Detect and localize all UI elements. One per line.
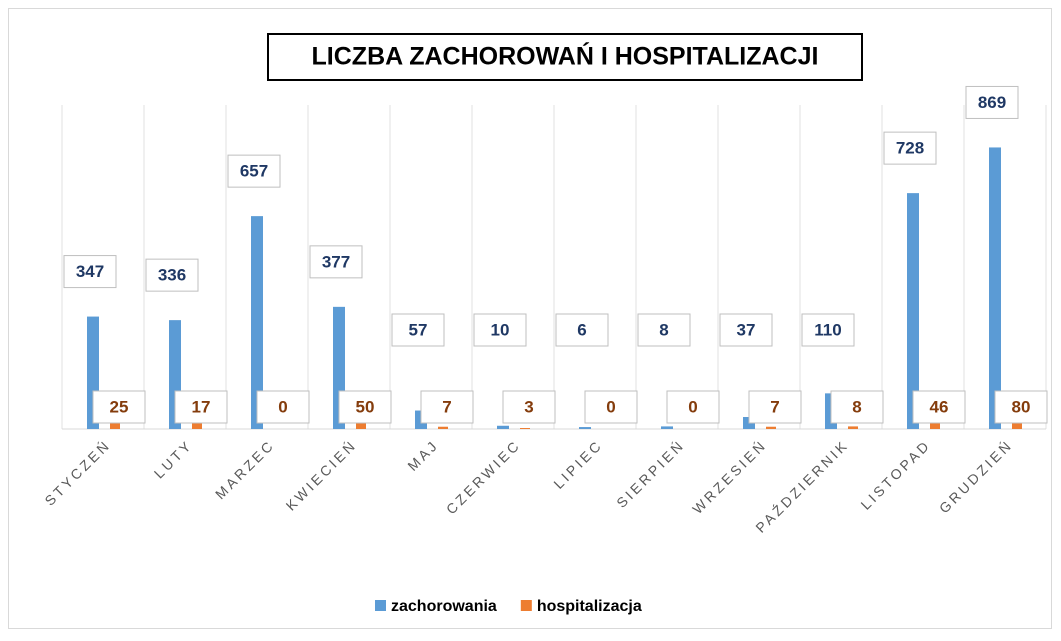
data-label: 377 xyxy=(322,252,350,271)
data-label: 50 xyxy=(356,397,375,416)
bar xyxy=(907,193,919,429)
data-label: 110 xyxy=(814,320,841,339)
data-label-box xyxy=(256,390,310,424)
data-label-box xyxy=(145,258,199,292)
data-label-box xyxy=(748,390,802,424)
bar xyxy=(579,427,591,429)
data-label-box xyxy=(63,255,117,289)
data-label-box xyxy=(637,313,691,347)
data-label: 657 xyxy=(240,162,268,181)
data-label: 869 xyxy=(978,93,1006,112)
data-label-box xyxy=(473,313,527,347)
data-label-box xyxy=(338,390,392,424)
data-label-box xyxy=(965,85,1019,119)
data-label-box xyxy=(584,390,638,424)
data-label-box xyxy=(227,154,281,188)
data-label-box xyxy=(391,313,445,347)
bar xyxy=(192,423,202,429)
data-label: 6 xyxy=(577,320,586,339)
data-label: 3 xyxy=(524,397,533,416)
legend-label: hospitalizacja xyxy=(537,598,642,615)
legend-label: zachorowania xyxy=(391,598,497,615)
data-label-box xyxy=(994,390,1048,424)
data-label-box xyxy=(830,390,884,424)
data-label: 7 xyxy=(442,397,451,416)
legend-swatch xyxy=(520,600,532,611)
data-label: 7 xyxy=(770,397,779,416)
data-label: 0 xyxy=(278,397,287,416)
bar xyxy=(848,426,858,429)
title-box xyxy=(267,33,863,81)
data-label-box xyxy=(309,245,363,279)
data-label-box xyxy=(801,313,855,347)
data-label-box xyxy=(912,390,966,424)
data-label: 347 xyxy=(76,262,104,281)
chart-border xyxy=(8,8,1052,629)
data-label-box xyxy=(92,390,146,424)
data-label: 10 xyxy=(491,320,510,339)
data-label-box xyxy=(719,313,773,347)
data-label: 0 xyxy=(688,397,697,416)
bar xyxy=(438,426,448,429)
bar xyxy=(520,428,530,429)
data-label: 17 xyxy=(192,397,211,416)
data-label-box xyxy=(174,390,228,424)
data-label: 336 xyxy=(158,266,186,285)
data-label-box xyxy=(502,390,556,424)
bar xyxy=(661,426,673,429)
data-label: 8 xyxy=(659,320,668,339)
data-label: 57 xyxy=(409,320,428,339)
data-label-box xyxy=(555,313,609,347)
data-label: 0 xyxy=(606,397,615,416)
data-label: 46 xyxy=(930,397,949,416)
data-label-box xyxy=(883,131,937,165)
bar xyxy=(497,425,509,429)
legend-swatch xyxy=(375,600,386,611)
bar xyxy=(110,420,120,429)
bar xyxy=(989,147,1001,429)
data-label-box xyxy=(666,390,720,424)
data-label-box xyxy=(420,390,474,424)
data-label: 80 xyxy=(1012,397,1031,416)
data-label: 25 xyxy=(110,397,129,416)
data-label: 37 xyxy=(737,320,756,339)
bar xyxy=(251,216,263,429)
bar xyxy=(766,426,776,429)
data-label: 728 xyxy=(896,139,924,158)
data-label: 8 xyxy=(852,397,861,416)
chart-title: LICZBA ZACHOROWAŃ I HOSPITALIZACJI xyxy=(312,42,819,71)
